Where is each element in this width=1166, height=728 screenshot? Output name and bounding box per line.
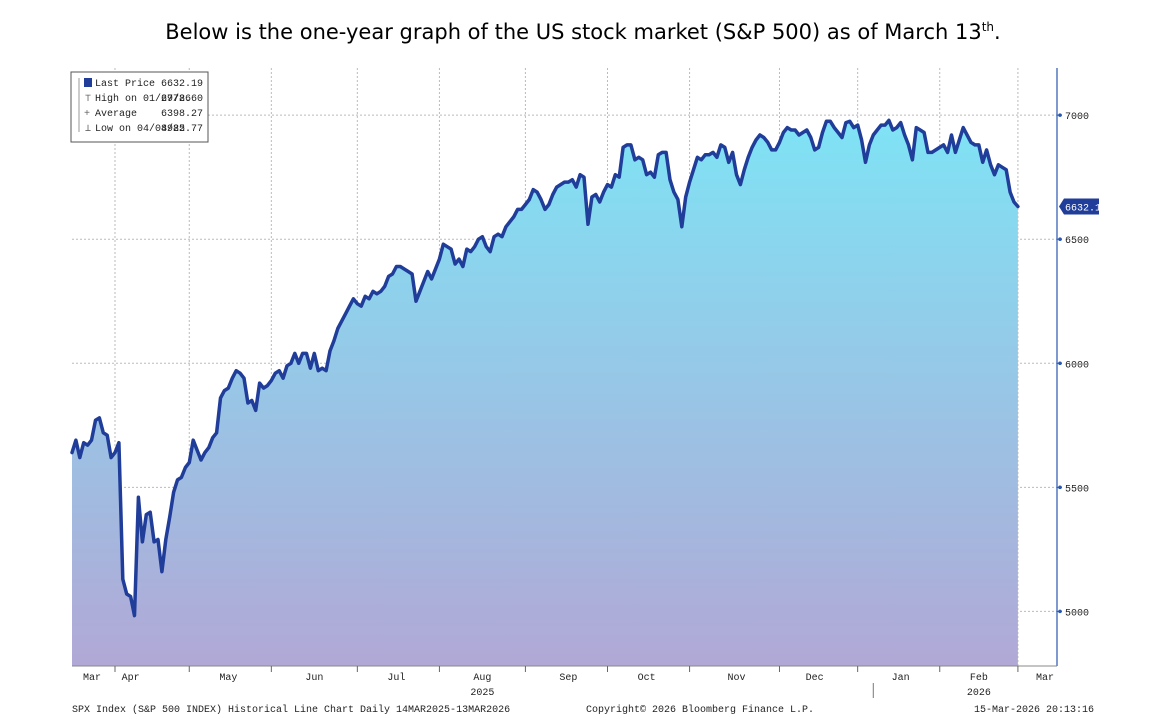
x-tick-label: Dec xyxy=(806,673,824,684)
low-marker-icon: ⊥ xyxy=(85,124,91,135)
legend-value: 6632.19 xyxy=(161,79,203,90)
x-tick-label: Jun xyxy=(305,673,323,684)
legend-label: Low on 04/08/25 xyxy=(95,123,185,135)
x-tick-label: Jan xyxy=(892,673,910,684)
average-marker-icon: + xyxy=(84,109,90,120)
y-tick-dot xyxy=(1058,237,1062,242)
square-marker-icon xyxy=(84,78,92,87)
y-tick-label: 6000 xyxy=(1065,360,1089,371)
y-tick-label: 6500 xyxy=(1065,236,1089,247)
x-tick-label: May xyxy=(219,673,237,684)
x-tick-label: Oct xyxy=(638,673,656,684)
legend-row: ⊤ High on 01/27/26 6978.60 xyxy=(85,93,203,105)
axis-layer: 5000 5500 6000 6500 7000 Mar Apr May Jun Jul Aug Se… xyxy=(72,68,1089,699)
x-tick-label: Jul xyxy=(387,672,405,684)
legend-row: ⊥ Low on 04/08/25 4982.77 xyxy=(85,123,203,135)
legend-row: + Average 6398.27 xyxy=(84,109,203,120)
legend-row: Last Price 6632.19 xyxy=(84,78,203,90)
x-tick-label: Sep xyxy=(559,673,577,684)
y-tick-label: 5000 xyxy=(1065,608,1089,619)
legend-value: 6978.60 xyxy=(161,94,203,105)
heading-end: . xyxy=(994,20,1001,44)
y-tick-dot xyxy=(1058,113,1062,117)
legend-label: Average xyxy=(95,109,137,120)
y-tick-label: 5500 xyxy=(1065,484,1089,495)
heading-text: Below is the one-year graph of the US st… xyxy=(165,20,982,44)
x-tick-label: Mar xyxy=(83,673,101,684)
legend-label: High on 01/27/26 xyxy=(95,93,191,105)
x-tick-label: Feb xyxy=(970,672,988,684)
area-fill xyxy=(72,120,1018,666)
x-axis-strip xyxy=(72,666,1057,684)
x-tick-label: Aug xyxy=(473,673,491,684)
x-tick-label: Nov xyxy=(727,673,745,684)
footer-left: SPX Index (S&P 500 INDEX) Historical Lin… xyxy=(72,704,510,716)
last-price-tag-text: 6632.19 xyxy=(1065,203,1107,214)
last-price-tag: 6632.19 xyxy=(1059,198,1107,215)
legend-value: 6398.27 xyxy=(161,109,203,120)
footer-right: 15-Mar-2026 20:13:16 xyxy=(974,705,1094,716)
year-label: 2025 xyxy=(470,688,494,699)
page-title: Below is the one-year graph of the US st… xyxy=(0,20,1166,44)
y-tick-label: 7000 xyxy=(1065,112,1089,123)
legend: Last Price 6632.19 ⊤ High on 01/27/26 69… xyxy=(70,71,209,143)
year-label: 2026 xyxy=(967,688,991,699)
y-tick-dot xyxy=(1058,361,1062,366)
high-marker-icon: ⊤ xyxy=(85,94,91,105)
legend-label: Last Price xyxy=(95,78,155,90)
y-tick-dot xyxy=(1058,609,1062,614)
y-tick-dot xyxy=(1058,485,1062,490)
heading-suffix: th xyxy=(981,20,995,34)
footer-center: Copyright© 2026 Bloomberg Finance L.P. xyxy=(586,704,814,716)
price-line xyxy=(70,118,1020,618)
x-tick-label: Apr xyxy=(122,673,140,684)
legend-value: 4982.77 xyxy=(161,124,203,135)
x-tick-label: Mar xyxy=(1036,673,1054,684)
